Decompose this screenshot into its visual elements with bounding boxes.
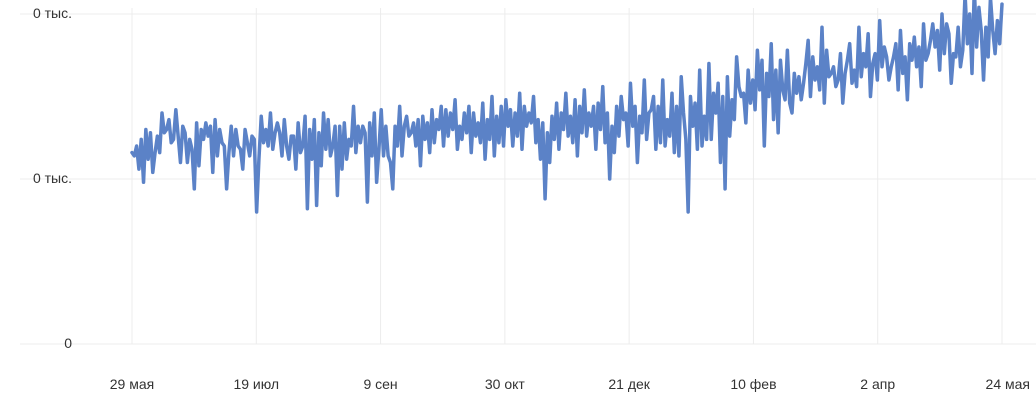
series-layer [130,0,1004,214]
x-tick-label: 30 окт [485,376,526,392]
y-tick-label: 0 тыс. [33,5,72,21]
y-tick-label: 0 тыс. [33,170,72,186]
x-tick-label: 9 сен [363,376,397,392]
x-tick-label: 29 мая [110,376,154,392]
x-tick-label: 2 апр [860,376,895,392]
y-axis: 0 0 тыс. 0 тыс. [33,5,72,351]
x-tick-label: 24 мая [986,376,1030,392]
x-tick-label: 21 дек [608,376,650,392]
x-tick-label: 10 фев [730,376,776,392]
x-tick-label: 19 июл [233,376,279,392]
x-axis: 29 мая 19 июл 9 сен 30 окт 21 дек 10 фев 2 апр… [110,376,1030,392]
series-line [130,0,1004,214]
y-tick-label: 0 [64,335,72,351]
